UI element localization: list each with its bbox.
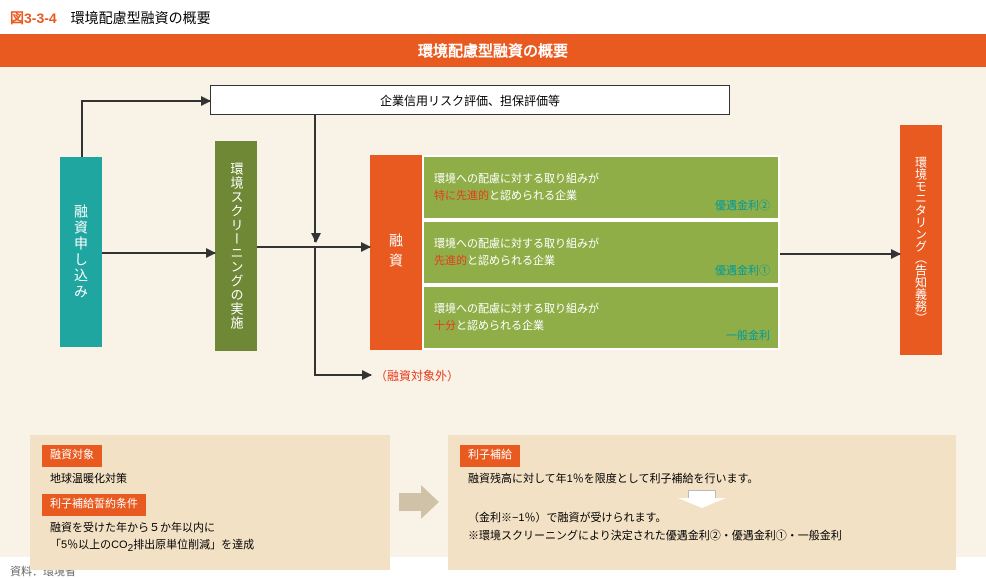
subsidy-line2: （金利※−1％）で融資が受けられます。 <box>460 510 944 528</box>
monitoring-box: 環境モニタリング（告知義務） <box>900 125 942 355</box>
subsidy-line1: 融資残高に対して年1％を限度として利子補給を行います。 <box>460 471 944 489</box>
out-of-scope-text: （融資対象外） <box>375 367 459 384</box>
figure-label: 図3-3-4 環境配慮型融資の概要 <box>0 0 986 34</box>
tier-row: 環境への配慮に対する取り組みが特に先進的と認められる企業優遇金利② <box>424 157 778 218</box>
apply-box: 融資申し込み <box>60 157 102 347</box>
figure-title: 環境配慮型融資の概要 <box>71 10 211 26</box>
title-bar: 環境配慮型融資の概要 <box>0 34 986 67</box>
tiers-container: 環境への配慮に対する取り組みが特に先進的と認められる企業優遇金利②環境への配慮に… <box>422 155 780 350</box>
bottom-right-box: 利子補給 融資残高に対して年1％を限度として利子補給を行います。 （金利※−1％… <box>448 435 956 570</box>
screening-box: 環境スクリーニングの実施 <box>215 141 257 351</box>
tag-subsidy-condition: 利子補給誓約条件 <box>42 494 146 516</box>
tier-row: 環境への配慮に対する取り組みが先進的と認められる企業優遇金利① <box>424 222 778 283</box>
bottom-row: 融資対象 地球温暖化対策 利子補給誓約条件 融資を受けた年から５か年以内に 「5… <box>30 435 956 570</box>
finance-box: 融資 環境への配慮に対する取り組みが特に先進的と認められる企業優遇金利②環境への… <box>370 155 780 350</box>
subsidy-cond-line1: 融資を受けた年から５か年以内に <box>42 520 378 538</box>
diagram-background: 企業信用リスク評価、担保評価等 融資申し込み 環境スクリーニングの実施 環境モニ… <box>0 67 986 557</box>
financing-target-text: 地球温暖化対策 <box>42 471 378 489</box>
credit-risk-box: 企業信用リスク評価、担保評価等 <box>210 85 730 115</box>
tag-interest-subsidy: 利子補給 <box>460 445 520 467</box>
flow-diagram: 企業信用リスク評価、担保評価等 融資申し込み 環境スクリーニングの実施 環境モニ… <box>30 85 956 395</box>
down-arrow-icon <box>672 490 732 508</box>
subsidy-cond-line2: 「5％以上のCO2排出原単位削減」を達成 <box>42 537 378 557</box>
subsidy-line3: ※環境スクリーニングにより決定された優遇金利②・優遇金利①・一般金利 <box>460 528 944 546</box>
tag-financing-target: 融資対象 <box>42 445 102 467</box>
figure-number: 図3-3-4 <box>10 10 57 26</box>
right-arrow-icon <box>399 485 439 519</box>
tier-row: 環境への配慮に対する取り組みが十分と認められる企業一般金利 <box>424 287 778 348</box>
finance-label: 融資 <box>370 155 422 350</box>
between-arrow <box>390 435 448 570</box>
bottom-left-box: 融資対象 地球温暖化対策 利子補給誓約条件 融資を受けた年から５か年以内に 「5… <box>30 435 390 570</box>
